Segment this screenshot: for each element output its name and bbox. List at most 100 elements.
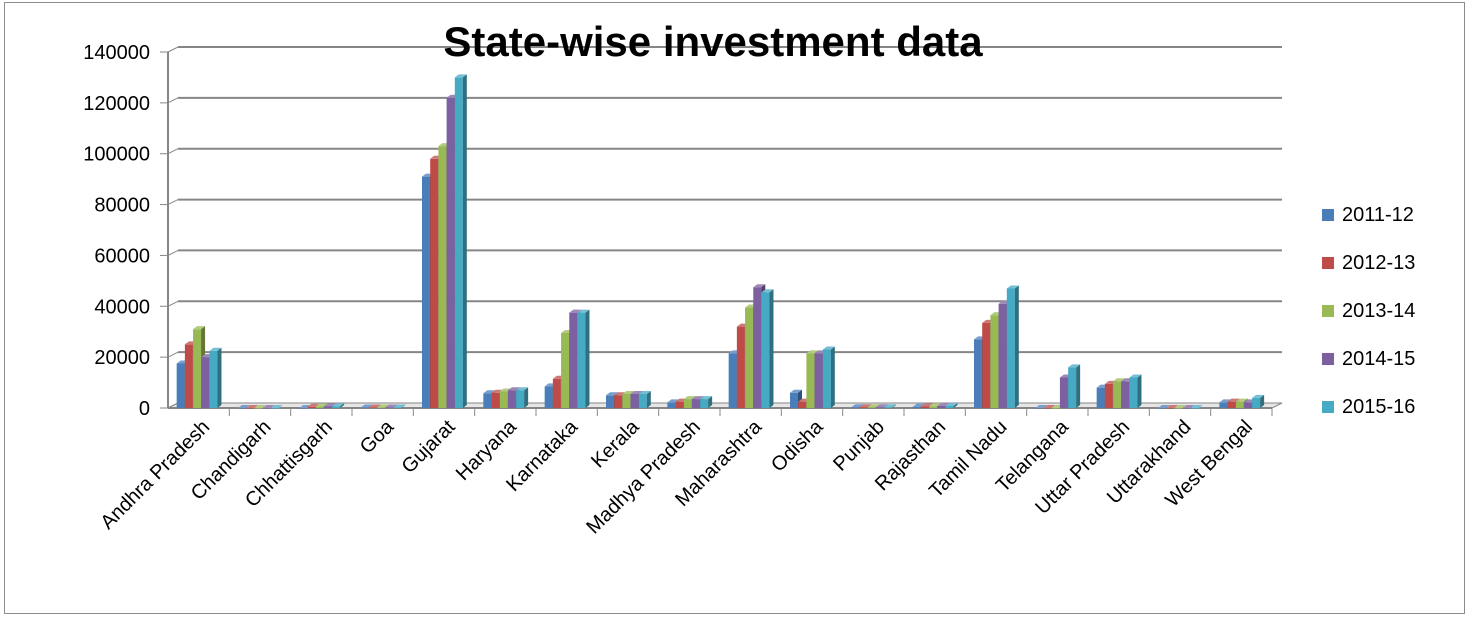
x-tick-label: Goa xyxy=(356,415,399,458)
bar xyxy=(193,329,202,408)
bar xyxy=(552,378,561,408)
bar xyxy=(606,395,614,408)
x-tick-label: Gujarat xyxy=(398,416,460,478)
legend-swatch xyxy=(1322,353,1334,365)
bar-side xyxy=(769,289,774,408)
gridline-side xyxy=(167,249,179,256)
bar xyxy=(262,408,271,409)
gridline-side xyxy=(167,148,179,155)
bar xyxy=(1252,397,1261,408)
bar xyxy=(630,394,639,408)
bar xyxy=(683,399,692,408)
bar xyxy=(176,363,185,408)
bar-top xyxy=(822,346,835,350)
bar xyxy=(912,406,921,408)
bar-top xyxy=(700,396,713,400)
bar xyxy=(254,408,263,409)
bar xyxy=(814,353,823,408)
bar-side xyxy=(524,387,529,408)
bar xyxy=(1104,383,1113,408)
bar xyxy=(446,97,455,409)
bar-side xyxy=(708,396,713,408)
bar-top xyxy=(393,404,406,408)
bar-top xyxy=(569,309,582,313)
bar xyxy=(675,401,684,408)
bar-top xyxy=(262,405,275,408)
bar xyxy=(982,322,991,408)
bar xyxy=(875,407,884,408)
bar-top xyxy=(1043,405,1056,408)
bar-top xyxy=(761,289,774,293)
bar-top xyxy=(246,405,259,408)
bar-top xyxy=(315,403,328,407)
bar-side xyxy=(1076,364,1081,408)
bar-top xyxy=(254,405,267,408)
x-tick-label: Madhya Pradesh xyxy=(582,416,704,538)
bar xyxy=(998,303,1007,408)
legend-swatch xyxy=(1322,305,1334,317)
bar xyxy=(1043,408,1052,409)
bar-top xyxy=(683,396,696,400)
bar-top xyxy=(622,391,635,395)
bar-top xyxy=(238,405,250,408)
bar xyxy=(1166,408,1175,409)
bar xyxy=(790,392,798,408)
bar-side xyxy=(953,402,958,408)
bar-top xyxy=(209,347,222,351)
y-tick-label: 40000 xyxy=(94,296,150,318)
bar xyxy=(569,312,578,408)
bar xyxy=(1096,387,1105,408)
bar-top xyxy=(606,392,618,396)
bar xyxy=(360,407,369,408)
bar-top xyxy=(1235,398,1248,402)
bar xyxy=(422,176,430,408)
bar xyxy=(691,399,700,408)
bar-top xyxy=(270,405,283,408)
gridline-side xyxy=(167,351,179,358)
bar-side xyxy=(1137,374,1142,408)
bar xyxy=(1129,377,1138,408)
bar-top xyxy=(507,387,520,391)
bar xyxy=(323,406,332,408)
bar-side xyxy=(1014,285,1019,408)
bar xyxy=(368,407,377,408)
x-tick-label: Andhra Pradesh xyxy=(96,416,214,534)
bar-top xyxy=(1252,394,1265,398)
bar xyxy=(1121,381,1130,408)
bar-top xyxy=(867,404,880,408)
legend-label: 2014-15 xyxy=(1342,348,1416,370)
bar xyxy=(270,408,279,409)
bar xyxy=(806,353,815,408)
x-tick-label: Punjab xyxy=(829,416,889,476)
bar xyxy=(867,407,876,408)
bar xyxy=(483,393,492,408)
bar-top xyxy=(630,391,643,395)
bar-top xyxy=(790,389,802,393)
bar-side xyxy=(340,403,345,408)
bar xyxy=(393,407,402,408)
bar-top xyxy=(806,350,819,354)
bar xyxy=(184,344,193,408)
bar-side xyxy=(892,404,897,408)
bar xyxy=(491,392,500,408)
bar xyxy=(622,394,631,408)
bar xyxy=(974,339,982,408)
bar xyxy=(1219,402,1228,408)
bar-top xyxy=(937,402,950,406)
bar-top xyxy=(691,396,704,400)
bar-side xyxy=(462,74,467,408)
bar xyxy=(299,408,308,409)
gridline-side xyxy=(167,300,179,307)
bar-top xyxy=(193,326,206,330)
bar-top xyxy=(1006,285,1019,289)
bar xyxy=(499,391,508,408)
bar xyxy=(1051,408,1060,409)
y-tick-label: 80000 xyxy=(94,195,150,217)
y-tick-label: 120000 xyxy=(83,93,150,115)
chart-title: State-wise investment data xyxy=(443,18,983,65)
legend-label: 2015-16 xyxy=(1342,396,1416,418)
bar-top xyxy=(1227,398,1240,402)
bar-side xyxy=(585,309,590,408)
bar-top xyxy=(1113,378,1126,382)
bar-top xyxy=(945,402,958,406)
